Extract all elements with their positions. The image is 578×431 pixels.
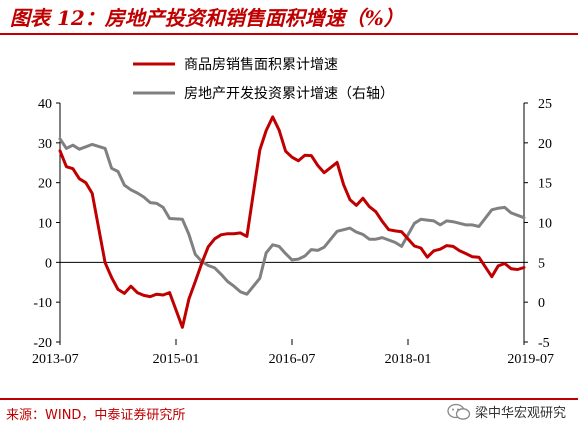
right-tick-label: 15 bbox=[538, 177, 552, 192]
sales-area-series-line bbox=[58, 115, 526, 329]
right-tick-label: 20 bbox=[538, 137, 552, 152]
source-rule bbox=[0, 398, 578, 400]
x-tick-label: 2019-07 bbox=[507, 352, 554, 367]
right-tick-label: 0 bbox=[538, 296, 545, 311]
x-tick-label: 2013-07 bbox=[32, 352, 79, 367]
watermark-text: 梁中华宏观研究 bbox=[474, 406, 566, 421]
left-tick-label: -20 bbox=[33, 336, 52, 351]
right-tick-label: 10 bbox=[538, 217, 552, 232]
axes: -20 -10 0 10 20 30 40 -5 0 5 10 15 20 25 2013-07 2015-0… bbox=[32, 97, 554, 367]
left-tick-label: 10 bbox=[38, 217, 52, 232]
title-rule bbox=[0, 33, 578, 35]
right-tick-label: 25 bbox=[538, 97, 552, 112]
source-note: 来源：WIND，中泰证券研究所 bbox=[6, 408, 186, 423]
series-lines bbox=[58, 115, 526, 329]
x-tick-label: 2015-01 bbox=[153, 352, 200, 367]
left-tick-label: 0 bbox=[45, 256, 52, 271]
left-tick-label: -10 bbox=[33, 296, 52, 311]
right-tick-label: -5 bbox=[538, 336, 550, 351]
investment-series-line bbox=[58, 137, 526, 296]
chart-title: 图表 12：房地产投资和销售面积增速（%） bbox=[10, 6, 404, 30]
watermark: 梁中华宏观研究 bbox=[447, 402, 566, 421]
legend-label: 房地产开发投资累计增速（右轴） bbox=[184, 86, 394, 102]
left-tick-label: 20 bbox=[38, 177, 52, 192]
right-tick-label: 5 bbox=[538, 256, 545, 271]
left-tick-label: 30 bbox=[38, 137, 52, 152]
x-tick-label: 2018-01 bbox=[385, 352, 432, 367]
left-tick-label: 40 bbox=[38, 97, 52, 112]
wechat-icon bbox=[447, 403, 471, 420]
legend-label: 商品房销售面积累计增速 bbox=[184, 57, 338, 73]
x-tick-label: 2016-07 bbox=[269, 352, 316, 367]
